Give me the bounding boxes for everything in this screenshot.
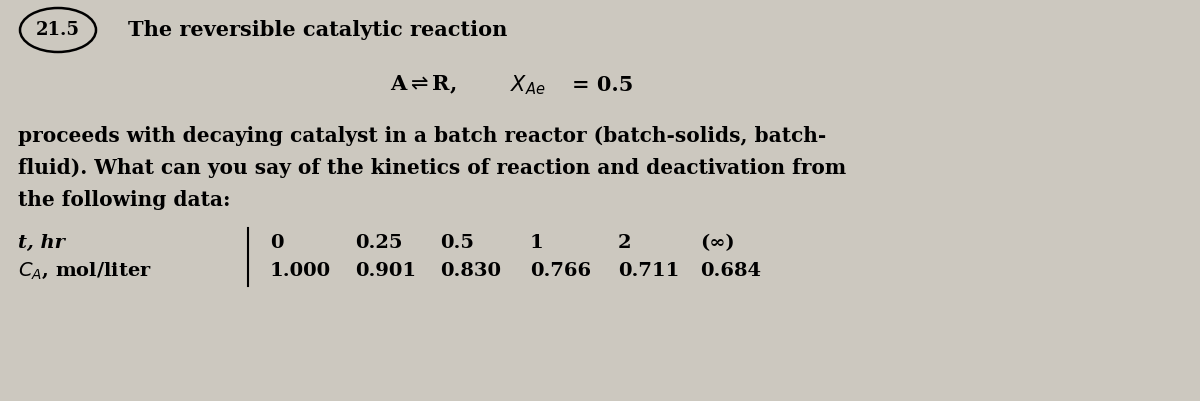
Text: 1: 1 <box>530 234 544 252</box>
Text: 0.711: 0.711 <box>618 262 679 280</box>
Text: 1.000: 1.000 <box>270 262 331 280</box>
Text: $X_{Ae}$: $X_{Ae}$ <box>510 73 546 97</box>
Text: The reversible catalytic reaction: The reversible catalytic reaction <box>128 20 508 40</box>
Text: the following data:: the following data: <box>18 190 230 210</box>
Text: 0.684: 0.684 <box>700 262 761 280</box>
Text: 0.766: 0.766 <box>530 262 592 280</box>
Text: t, hr: t, hr <box>18 234 65 252</box>
Text: = 0.5: = 0.5 <box>572 75 634 95</box>
Text: 0.830: 0.830 <box>440 262 502 280</box>
Text: 0.5: 0.5 <box>440 234 474 252</box>
Text: fluid). What can you say of the kinetics of reaction and deactivation from: fluid). What can you say of the kinetics… <box>18 158 846 178</box>
Text: 0: 0 <box>270 234 283 252</box>
Text: (∞): (∞) <box>700 234 734 252</box>
Text: 0.901: 0.901 <box>355 262 416 280</box>
Text: proceeds with decaying catalyst in a batch reactor (batch-solids, batch-: proceeds with decaying catalyst in a bat… <box>18 126 827 146</box>
Text: 0.25: 0.25 <box>355 234 402 252</box>
Text: A$\rightleftharpoons$R,: A$\rightleftharpoons$R, <box>390 74 456 96</box>
Text: $C_A$, mol/liter: $C_A$, mol/liter <box>18 261 152 281</box>
Text: 21.5: 21.5 <box>36 21 80 39</box>
Text: 2: 2 <box>618 234 631 252</box>
